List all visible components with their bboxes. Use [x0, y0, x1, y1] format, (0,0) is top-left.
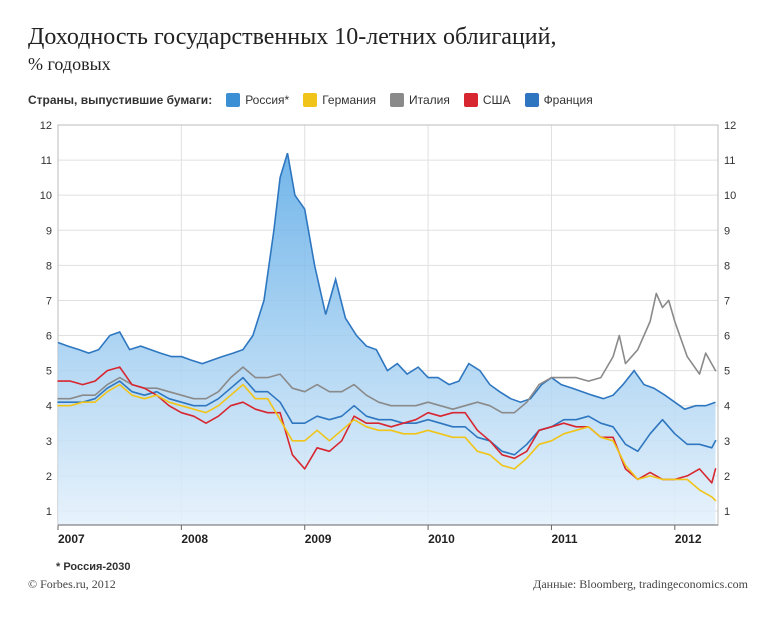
legend-item-label: Германия [322, 93, 376, 107]
y-tick-label: 5 [46, 366, 52, 378]
y-tick-label: 2 [46, 471, 52, 483]
legend-swatch-icon [226, 93, 240, 107]
chart-card: Доходность государственных 10-летних обл… [0, 0, 776, 640]
legend-item-label: Италия [409, 93, 450, 107]
y-tick-label: 3 [46, 436, 52, 448]
line-chart-svg: 1122334455667788991010111112122007200820… [28, 119, 748, 559]
legend-item-france: Франция [525, 93, 593, 107]
legend-item-label: Россия* [245, 93, 289, 107]
y-tick-label: 6 [46, 331, 52, 343]
y-tick-label: 10 [40, 190, 52, 202]
y-tick-label-right: 3 [724, 436, 730, 448]
chart-subtitle: % годовых [28, 54, 748, 75]
x-tick-label: 2012 [675, 532, 702, 546]
legend-swatch-icon [390, 93, 404, 107]
x-tick-label: 2008 [181, 532, 208, 546]
y-tick-label-right: 11 [724, 155, 735, 167]
legend-item-russia: Россия* [226, 93, 289, 107]
data-source: Данные: Bloomberg, tradingeconomics.com [533, 577, 748, 592]
y-tick-label: 11 [41, 155, 52, 167]
legend-swatch-icon [303, 93, 317, 107]
y-tick-label-right: 1 [724, 506, 730, 518]
y-tick-label-right: 8 [724, 260, 730, 272]
legend-item-italy: Италия [390, 93, 450, 107]
copyright: © Forbes.ru, 2012 [28, 577, 116, 592]
chart-area: 1122334455667788991010111112122007200820… [28, 119, 748, 559]
x-tick-label: 2010 [428, 532, 455, 546]
y-tick-label: 9 [46, 225, 52, 237]
y-tick-label-right: 5 [724, 366, 730, 378]
y-tick-label-right: 6 [724, 331, 730, 343]
x-tick-label: 2007 [58, 532, 85, 546]
y-tick-label: 12 [40, 120, 52, 132]
y-tick-label-right: 4 [724, 401, 730, 413]
legend-swatch-icon [525, 93, 539, 107]
x-tick-label: 2011 [551, 532, 577, 546]
legend: Страны, выпустившие бумаги: Россия* Герма… [28, 93, 748, 107]
y-tick-label-right: 12 [724, 120, 736, 132]
legend-swatch-icon [464, 93, 478, 107]
footnote: * Россия-2030 [56, 561, 748, 573]
y-tick-label: 8 [46, 260, 52, 272]
y-tick-label: 1 [46, 506, 52, 518]
chart-title: Доходность государственных 10-летних обл… [28, 22, 748, 52]
footer-row: © Forbes.ru, 2012 Данные: Bloomberg, tra… [28, 577, 748, 592]
y-tick-label-right: 2 [724, 471, 730, 483]
y-tick-label-right: 7 [724, 295, 730, 307]
y-tick-label: 4 [46, 401, 52, 413]
y-tick-label-right: 10 [724, 190, 736, 202]
legend-item-label: Франция [544, 93, 593, 107]
x-tick-label: 2009 [305, 532, 332, 546]
legend-item-label: США [483, 93, 511, 107]
legend-item-usa: США [464, 93, 511, 107]
legend-item-germany: Германия [303, 93, 376, 107]
legend-caption: Страны, выпустившие бумаги: [28, 93, 212, 107]
y-tick-label-right: 9 [724, 225, 730, 237]
y-tick-label: 7 [46, 295, 52, 307]
